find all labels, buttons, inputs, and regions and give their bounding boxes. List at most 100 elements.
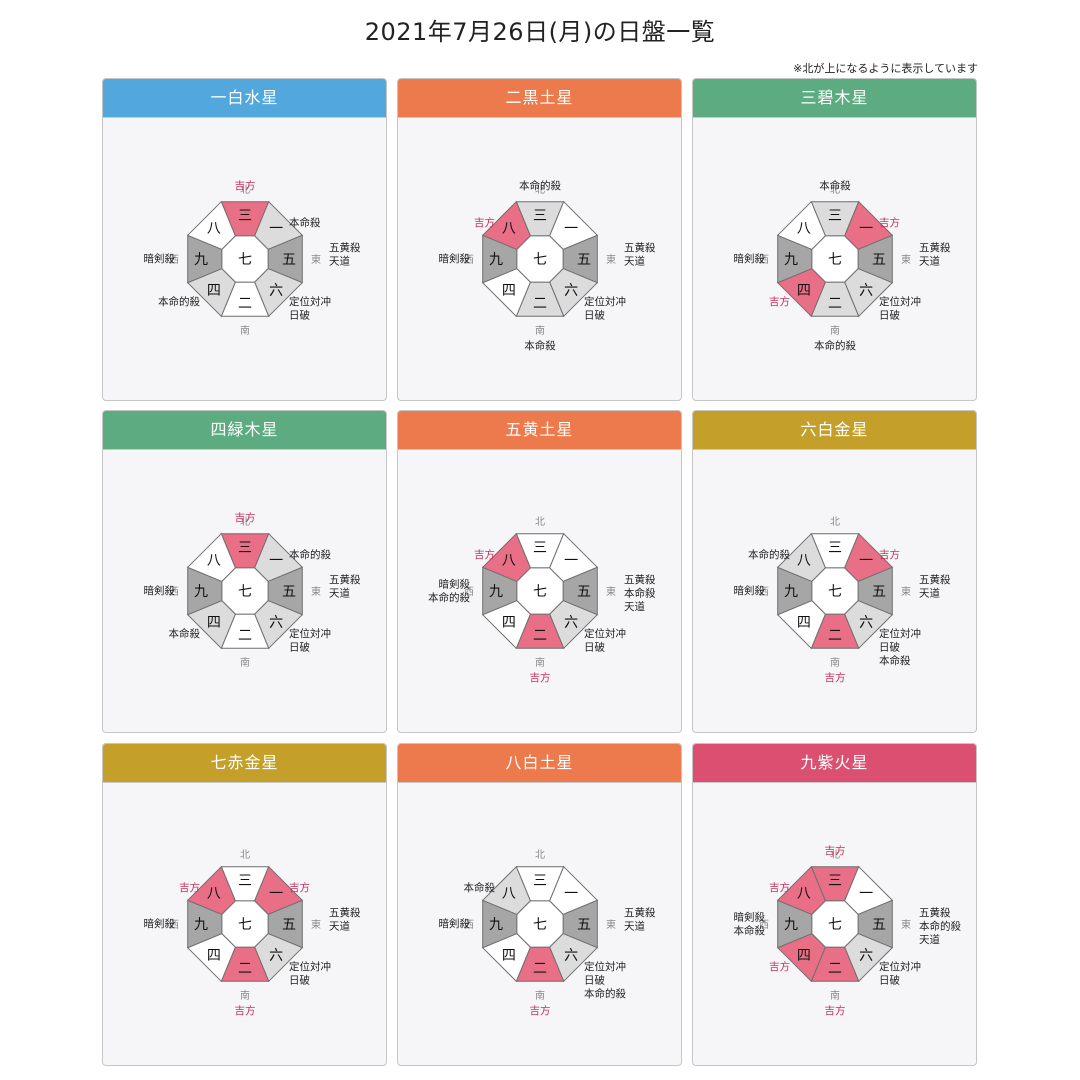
annotation-southeast: 日破 xyxy=(879,641,900,654)
sector-number-southwest: 四 xyxy=(797,948,811,964)
annotation-southeast: 本命殺 xyxy=(879,654,911,667)
annotation-east: 五黄殺 xyxy=(329,906,361,919)
sector-number-west: 九 xyxy=(784,252,798,268)
sector-number-center: 七 xyxy=(828,917,842,933)
sector-number-northwest: 八 xyxy=(207,221,221,237)
sector-number-east: 五 xyxy=(282,252,296,268)
card-body: 三一五六二 四九八七 北南 東 西 吉方 本命殺 五黄殺 天道 定位対冲 日破 本命的殺 暗剣殺 xyxy=(103,118,386,400)
annotation-north: 吉方 xyxy=(235,511,256,524)
sector-number-north: 三 xyxy=(828,208,842,224)
sector-number-west: 九 xyxy=(784,917,798,933)
sector-number-north: 三 xyxy=(533,540,547,556)
annotation-southeast: 日破 xyxy=(289,641,310,654)
direction-north: 北 xyxy=(535,849,545,861)
annotation-northeast: 吉方 xyxy=(879,216,900,229)
card-body: 三一五六二四九八七北南東西吉方 五黄殺 本命殺 天道 定位対冲 日破 暗剣殺 本命的殺 吉方 xyxy=(398,450,681,732)
annotation-northwest: 吉方 xyxy=(474,216,495,229)
annotation-west: 本命殺 xyxy=(734,924,766,937)
orientation-note: ※北が上になるように表示しています xyxy=(793,62,978,75)
sector-center xyxy=(811,567,859,615)
annotation-east: 五黄殺 xyxy=(329,241,361,254)
sector-number-southeast: 六 xyxy=(859,948,873,964)
sector-number-northwest: 八 xyxy=(502,553,516,569)
annotation-west: 暗剣殺 xyxy=(144,584,176,597)
sector-center xyxy=(221,567,269,615)
sector-number-southeast: 六 xyxy=(564,948,578,964)
annotation-south: 吉方 xyxy=(825,671,846,684)
card-header-title: 二黒土星 xyxy=(398,79,681,118)
annotation-east: 天道 xyxy=(329,920,350,933)
sector-center xyxy=(516,900,564,948)
annotation-northwest: 本命殺 xyxy=(464,881,496,894)
annotation-east: 五黄殺 xyxy=(624,573,656,586)
annotation-west: 暗剣殺 xyxy=(439,917,471,930)
sector-number-southwest: 四 xyxy=(207,283,221,299)
sector-number-west: 九 xyxy=(194,917,208,933)
direction-east: 東 xyxy=(901,918,911,931)
annotation-south: 吉方 xyxy=(530,1004,551,1017)
sector-number-southeast: 六 xyxy=(859,615,873,631)
annotation-southeast: 定位対冲 xyxy=(289,295,331,308)
sector-number-northeast: 一 xyxy=(564,221,578,237)
direction-east: 東 xyxy=(311,253,321,266)
card-header-title: 九紫火星 xyxy=(693,744,976,783)
annotation-northeast: 吉方 xyxy=(879,548,900,561)
sector-number-southwest: 四 xyxy=(502,948,516,964)
annotation-west: 暗剣殺 xyxy=(144,252,176,265)
sector-center xyxy=(516,235,564,283)
star-card: 八白土星三一五六二 四九八七 北南 東 西吉方 五黄殺 天道 定位対冲 日破 本命的殺 暗剣殺 本命殺 xyxy=(397,743,682,1066)
annotation-north: 本命殺 xyxy=(819,179,851,192)
annotation-east: 天道 xyxy=(329,587,350,600)
annotation-south: 本命殺 xyxy=(524,339,556,352)
direction-west: 西 xyxy=(759,920,769,931)
sector-number-southeast: 六 xyxy=(859,283,873,299)
sector-number-center: 七 xyxy=(828,252,842,268)
direction-north: 北 xyxy=(240,516,250,528)
sector-number-southwest: 四 xyxy=(207,948,221,964)
annotation-southeast: 日破 xyxy=(584,309,605,322)
sector-number-north: 三 xyxy=(533,208,547,224)
card-header-title: 六白金星 xyxy=(693,411,976,450)
sector-center xyxy=(811,235,859,283)
sector-number-northwest: 八 xyxy=(207,886,221,902)
card-body: 三一五六二四九八七北南東西吉方 吉方 五黄殺 天道 定位対冲 日破 暗剣殺 吉方 xyxy=(103,783,386,1065)
sector-number-southeast: 六 xyxy=(564,615,578,631)
sector-number-east: 五 xyxy=(872,252,886,268)
card-body: 三一五六二 四九八七 北南 東 西 本命的殺 本命殺 五黄殺 天道 定位対冲 日破 暗剣殺 吉方 xyxy=(398,118,681,400)
annotation-east: 五黄殺 xyxy=(624,906,656,919)
annotation-southeast: 定位対冲 xyxy=(879,960,921,973)
annotation-north: 吉方 xyxy=(235,179,256,192)
sector-number-north: 三 xyxy=(828,540,842,556)
direction-north: 北 xyxy=(240,184,250,196)
annotation-northwest: 本命的殺 xyxy=(748,548,790,561)
annotation-south: 吉方 xyxy=(530,671,551,684)
direction-south: 南 xyxy=(240,989,250,1002)
direction-west: 西 xyxy=(169,587,179,598)
annotation-southeast: 定位対冲 xyxy=(289,627,331,640)
sector-number-east: 五 xyxy=(872,917,886,933)
sector-number-west: 九 xyxy=(784,584,798,600)
annotation-south: 吉方 xyxy=(825,1004,846,1017)
sector-number-southwest: 四 xyxy=(797,283,811,299)
direction-west: 西 xyxy=(464,920,474,931)
direction-north: 北 xyxy=(240,849,250,861)
sector-center xyxy=(516,567,564,615)
direction-west: 西 xyxy=(169,920,179,931)
nine-star-chart: 三一五六二四九八七北南東西吉方吉方五黄殺本命的殺天道定位対冲日破吉方暗剣殺本命殺… xyxy=(734,844,962,1017)
annotation-west: 暗剣殺 xyxy=(439,577,471,590)
sector-center xyxy=(811,900,859,948)
annotation-east: 五黄殺 xyxy=(329,573,361,586)
sector-center xyxy=(221,900,269,948)
sector-number-west: 九 xyxy=(489,917,503,933)
annotation-southeast: 定位対冲 xyxy=(584,295,626,308)
annotation-southwest: 吉方 xyxy=(769,960,790,973)
sector-number-northwest: 八 xyxy=(797,221,811,237)
annotation-west: 暗剣殺 xyxy=(439,252,471,265)
direction-north: 北 xyxy=(830,516,840,528)
card-header-title: 五黄土星 xyxy=(398,411,681,450)
sector-number-south: 二 xyxy=(828,961,842,977)
annotation-southeast: 日破 xyxy=(879,309,900,322)
